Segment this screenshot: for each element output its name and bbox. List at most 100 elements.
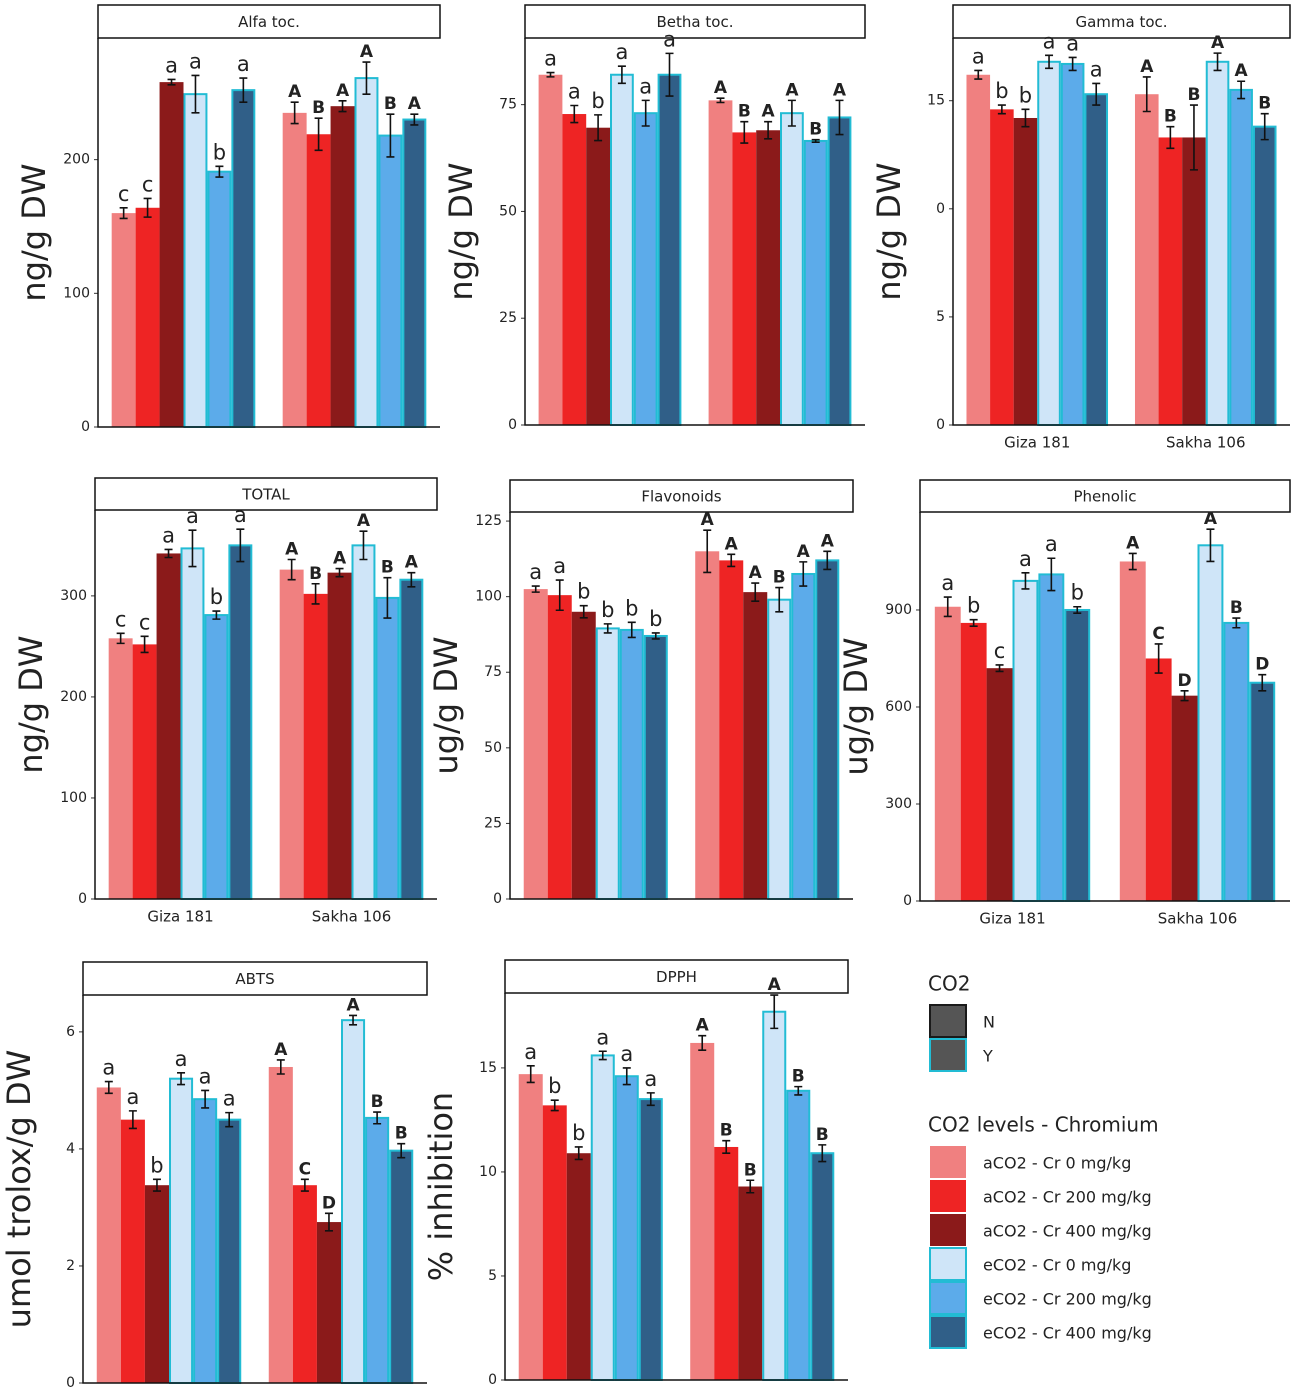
significance-letter: B: [773, 568, 786, 588]
significance-letter: A: [701, 510, 715, 530]
bar: [714, 1146, 739, 1380]
bar: [595, 627, 620, 900]
error-bar: [167, 78, 176, 86]
y-tick-label: 50: [484, 740, 502, 756]
significance-letter: b: [625, 596, 638, 620]
error-bar: [338, 100, 347, 113]
y-tick-label: 300: [60, 588, 87, 604]
bar: [330, 106, 355, 427]
y-tick-label: 0: [936, 201, 945, 217]
legend-title: CO2 levels - Chromium: [928, 1113, 1159, 1137]
significance-letter: A: [797, 542, 811, 562]
significance-letter: A: [360, 42, 374, 62]
y-tick-label: 6: [66, 1024, 75, 1040]
significance-letter: a: [1090, 57, 1103, 81]
error-bar: [225, 1111, 234, 1128]
y-axis-label: % inhibition: [422, 1092, 460, 1281]
significance-letter: b: [995, 79, 1008, 103]
significance-letter: b: [210, 585, 223, 609]
error-bar: [943, 596, 952, 618]
bar: [378, 134, 403, 428]
x-tick-label: Giza 181: [979, 910, 1045, 928]
significance-letter: B: [720, 1121, 733, 1141]
error-bar: [764, 120, 773, 140]
y-tick-label: 15: [479, 1060, 497, 1076]
bar: [1134, 94, 1159, 426]
error-bar: [128, 1110, 137, 1130]
panel-title: ABTS: [235, 970, 274, 988]
error-bar: [794, 1085, 803, 1096]
significance-letter: D: [1177, 671, 1191, 691]
error-bar: [1021, 571, 1030, 590]
bar: [231, 89, 256, 428]
error-bar: [104, 1080, 113, 1095]
bar: [327, 572, 352, 899]
significance-letter: a: [529, 560, 542, 584]
error-bar: [215, 165, 224, 178]
bar: [986, 668, 1013, 901]
significance-letter: a: [1019, 547, 1032, 571]
y-tick-label: 10: [479, 1164, 497, 1180]
significance-letter: a: [165, 53, 178, 77]
error-bar: [770, 994, 779, 1030]
bar: [547, 595, 572, 899]
significance-letter: a: [102, 1056, 115, 1080]
significance-letter: A: [346, 995, 360, 1015]
significance-letter: A: [288, 82, 302, 102]
legend-key: [930, 1180, 966, 1212]
error-bar: [550, 1099, 559, 1112]
bar: [351, 544, 376, 900]
y-tick-label: 200: [63, 152, 90, 168]
bar: [1197, 544, 1224, 902]
error-bar: [212, 610, 221, 620]
error-bar: [116, 632, 125, 645]
bar: [316, 1222, 341, 1383]
bar: [738, 1186, 763, 1380]
y-tick-label: 0: [493, 891, 502, 907]
error-bar: [740, 120, 749, 144]
strip: [82, 961, 428, 996]
error-bar: [716, 97, 725, 104]
bar: [708, 100, 733, 426]
significance-letter: C: [1152, 624, 1164, 644]
bar: [217, 1118, 242, 1385]
error-bar: [324, 1212, 333, 1232]
significance-letter: b: [548, 1074, 561, 1098]
significance-letter: A: [749, 563, 763, 583]
bar: [523, 589, 548, 899]
axis: [509, 512, 853, 900]
bar: [966, 74, 991, 426]
y-tick-label: 300: [885, 796, 912, 812]
significance-letter: A: [405, 553, 419, 573]
error-bar: [997, 104, 1006, 115]
error-bar: [1258, 673, 1267, 692]
error-bar: [531, 585, 540, 593]
y-axis-label: umol trolox/g DW: [0, 1050, 38, 1329]
error-bar: [373, 1111, 382, 1125]
strip: [524, 4, 866, 39]
error-bar: [751, 582, 760, 602]
significance-letter: B: [381, 558, 394, 578]
bar: [1205, 60, 1230, 426]
error-bar: [407, 571, 416, 588]
bar: [144, 1185, 169, 1383]
significance-letter: A: [785, 80, 799, 100]
bar: [354, 77, 379, 429]
error-bar: [335, 567, 344, 578]
legend-label: Y: [982, 1047, 993, 1066]
error-bar: [1021, 108, 1030, 128]
significance-letter: c: [118, 182, 130, 206]
bar: [1223, 621, 1250, 902]
significance-letter: a: [162, 523, 175, 547]
error-bar: [594, 114, 603, 142]
significance-letter: a: [175, 1047, 188, 1071]
y-axis-label: ug/g DW: [427, 636, 465, 774]
significance-letter: C: [299, 1159, 311, 1179]
y-tick-label: 0: [903, 893, 912, 909]
error-bar: [746, 1179, 755, 1194]
significance-letter: b: [1019, 83, 1032, 107]
significance-letter: c: [139, 610, 151, 634]
significance-letter: A: [285, 540, 299, 560]
